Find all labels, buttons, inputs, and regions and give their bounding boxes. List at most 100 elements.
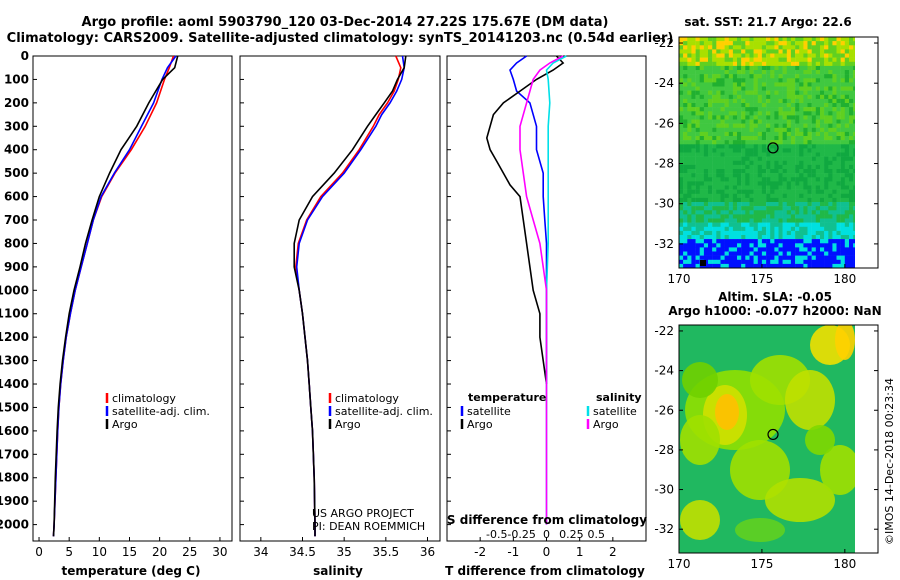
sst-pixel	[708, 65, 713, 71]
sst-pixel	[790, 144, 796, 149]
sst-pixel	[807, 263, 812, 269]
sst-pixel	[807, 255, 812, 260]
sst-pixel	[790, 61, 796, 67]
sst-pixel	[799, 111, 804, 116]
sst-pixel	[815, 210, 821, 215]
sst-pixel	[679, 103, 684, 108]
sst-pixel	[695, 90, 700, 95]
sst-pixel	[703, 177, 709, 182]
sst-pixel	[820, 103, 825, 108]
x-tick-label: 1	[576, 545, 584, 559]
sst-pixel	[695, 41, 700, 46]
sst-pixel	[803, 98, 808, 104]
sst-pixel	[749, 235, 754, 240]
sst-pixel	[691, 218, 696, 223]
sst-pixel	[803, 263, 808, 269]
sst-pixel	[766, 247, 771, 252]
sst-pixel	[836, 239, 841, 244]
sst-pixel	[724, 218, 729, 223]
sst-pixel	[720, 189, 725, 194]
sst-pixel	[824, 202, 829, 207]
sst-pixel	[753, 230, 758, 236]
sst-pixel	[749, 197, 754, 203]
sst-pixel	[720, 107, 725, 112]
sst-pixel	[679, 82, 684, 87]
sst-pixel	[828, 119, 833, 124]
sst-pixel	[720, 70, 725, 75]
sst-pixel	[799, 65, 804, 71]
sst-pixel	[724, 74, 729, 79]
sst-pixel	[774, 206, 779, 211]
sst-pixel	[770, 173, 775, 178]
sst-pixel	[695, 65, 700, 71]
sst-pixel	[687, 214, 692, 219]
sst-pixel	[832, 206, 837, 211]
sla-blobs	[679, 325, 855, 553]
sst-pixel	[720, 140, 725, 145]
sst-pixel	[683, 156, 688, 161]
legend-label: Argo	[593, 418, 619, 431]
sst-pixel	[824, 37, 829, 42]
sst-pixel	[832, 152, 837, 157]
sst-pixel	[811, 65, 817, 71]
sst-pixel	[737, 144, 742, 149]
sst-pixel	[687, 235, 692, 240]
sst-pixel	[691, 94, 696, 100]
sst-pixel	[815, 61, 821, 67]
y-tick-label: 1900	[0, 494, 29, 508]
sst-pixel	[774, 202, 779, 207]
sst-pixel	[728, 86, 734, 91]
sst-pixel	[732, 197, 738, 203]
sst-pixel	[749, 41, 754, 46]
sst-pixel	[687, 140, 692, 145]
sst-pixel	[703, 197, 709, 203]
sst-pixel	[687, 255, 692, 260]
sst-pixel	[832, 218, 837, 223]
sst-pixel	[778, 123, 783, 128]
sst-pixel	[737, 202, 742, 207]
sst-pixel	[786, 156, 792, 161]
sst-pixel	[687, 103, 692, 108]
sst-pixel	[774, 136, 779, 141]
sst-pixel	[703, 140, 709, 145]
sst-pixel	[699, 74, 705, 79]
sst-pixel	[799, 140, 804, 145]
sst-pixel	[712, 214, 717, 219]
sst-pixel	[761, 181, 767, 186]
sst-pixel	[786, 107, 792, 112]
sst-pixel	[749, 103, 754, 108]
sst-pixel	[811, 206, 817, 211]
sst-pixel	[836, 169, 841, 174]
sst-pixel	[795, 185, 800, 190]
sst-pixel	[691, 127, 696, 133]
sst-pixel	[799, 263, 804, 269]
sst-pixel	[782, 53, 787, 58]
sst-pixel	[716, 181, 721, 186]
sst-pixel	[795, 255, 800, 260]
sst-pixel	[732, 82, 738, 87]
sst-pixel	[844, 41, 850, 46]
sst-pixel	[844, 210, 850, 215]
sst-pixel	[828, 57, 833, 62]
sst-pixel	[687, 181, 692, 186]
sst-pixel	[849, 144, 854, 149]
sst-pixel	[840, 37, 846, 42]
sst-pixel	[687, 70, 692, 75]
sst-pixel	[712, 70, 717, 75]
sst-pixel	[761, 206, 767, 211]
sst-pixel	[749, 90, 754, 95]
sst-pixel	[695, 173, 700, 178]
sst-pixel	[844, 49, 850, 54]
sst-pixel	[679, 177, 684, 182]
sst-pixel	[795, 164, 800, 170]
sst-pixel	[695, 98, 700, 104]
sst-pixel	[757, 197, 763, 203]
sst-pixel	[803, 185, 808, 190]
sst-pixel	[728, 239, 734, 244]
sst-pixel	[728, 65, 734, 71]
sst-pixel	[774, 251, 779, 256]
sst-pixel	[770, 78, 775, 83]
sst-pixel	[836, 70, 841, 75]
sst-pixel	[774, 210, 779, 215]
sst-pixel	[799, 123, 804, 128]
